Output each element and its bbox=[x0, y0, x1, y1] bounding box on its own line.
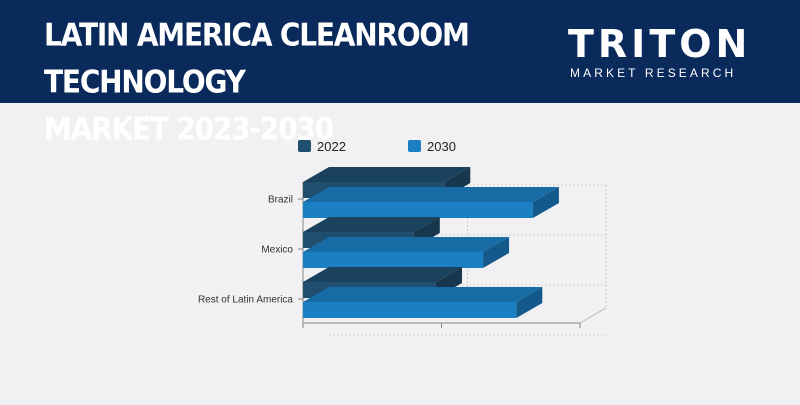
bar-top-2022 bbox=[303, 167, 471, 182]
bar-top-2030 bbox=[303, 237, 510, 252]
logo-subtitle: MARKET RESEARCH bbox=[570, 66, 737, 80]
bar-top-2030 bbox=[303, 187, 559, 202]
category-label: Mexico bbox=[261, 245, 293, 256]
bar-chart: Brazil Mexico Rest of Latin America 2022 203… bbox=[0, 103, 800, 400]
bar-top-2030 bbox=[303, 287, 543, 302]
bar-top-2022 bbox=[303, 217, 440, 232]
legend-swatch-2030 bbox=[408, 140, 421, 152]
legend-label-2030: 2030 bbox=[427, 139, 456, 154]
legend-swatch-2022 bbox=[298, 140, 311, 152]
bar-side-2030 bbox=[532, 187, 559, 218]
header-banner: LATIN AMERICA CLEANROOM TECHNOLOGY MARKE… bbox=[0, 0, 800, 148]
bar-2030 bbox=[303, 252, 484, 268]
legend-label-2022: 2022 bbox=[317, 139, 346, 154]
bar-2030 bbox=[303, 302, 517, 318]
page-title: LATIN AMERICA CLEANROOM TECHNOLOGY MARKE… bbox=[44, 12, 564, 153]
triton-logo: TRITON MARKET RESEARCH bbox=[568, 22, 768, 86]
chart-canvas: Brazil Mexico Rest of Latin America 2022 203… bbox=[198, 139, 607, 336]
bar-side-2030 bbox=[516, 287, 543, 318]
bar-2030 bbox=[303, 202, 533, 218]
bar-top-2022 bbox=[303, 267, 462, 282]
title-line-1: LATIN AMERICA CLEANROOM TECHNOLOGY bbox=[44, 16, 470, 101]
bar-side-2030 bbox=[483, 237, 510, 268]
x-axis-depth-line bbox=[579, 307, 607, 324]
category-label: Brazil bbox=[268, 195, 293, 206]
title-line-2: MARKET 2023-2030 bbox=[44, 110, 334, 148]
category-label: Rest of Latin America bbox=[198, 295, 293, 306]
logo-wordmark: TRITON bbox=[568, 22, 752, 66]
